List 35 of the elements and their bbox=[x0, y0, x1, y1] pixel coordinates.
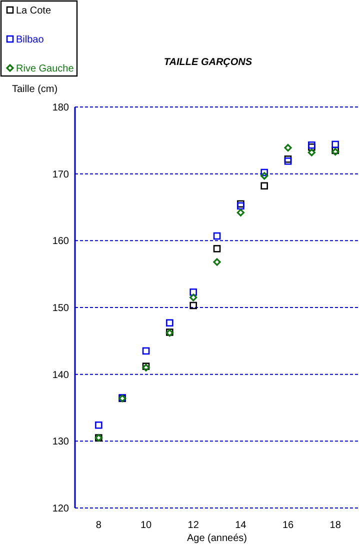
point bbox=[260, 182, 268, 190]
point bbox=[190, 302, 197, 310]
point bbox=[213, 245, 221, 252]
point bbox=[166, 319, 174, 327]
y-tick-label: 160 bbox=[52, 236, 70, 248]
x-tick-label: 8 bbox=[96, 520, 102, 531]
y-tick-label: 150 bbox=[52, 303, 70, 314]
point bbox=[190, 294, 198, 302]
y-tick-label: 130 bbox=[52, 436, 70, 448]
point bbox=[142, 347, 150, 355]
x-tick-label: 16 bbox=[282, 520, 294, 531]
x-tick-label: 14 bbox=[235, 520, 247, 531]
x-tick-label: 12 bbox=[188, 520, 200, 531]
point bbox=[236, 208, 244, 216]
point bbox=[213, 258, 221, 266]
x-tick-label: 18 bbox=[330, 520, 342, 531]
y-tick-label: 180 bbox=[52, 102, 70, 114]
point bbox=[284, 144, 292, 152]
legend-label: Rive Gauche bbox=[16, 64, 74, 74]
y-tick-label: 140 bbox=[52, 370, 70, 381]
legend-label: Bilbao bbox=[16, 34, 44, 46]
chart-title: TAILLE GARÇONS bbox=[164, 57, 252, 68]
x-axis-title: Age (anneés) bbox=[186, 533, 248, 544]
y-tick-label: 170 bbox=[52, 169, 70, 180]
y-axis-title: Taille (cm) bbox=[12, 84, 58, 95]
point bbox=[190, 288, 197, 296]
point bbox=[332, 140, 339, 148]
x-tick-label: 10 bbox=[140, 520, 152, 531]
legend-label: La Cote bbox=[16, 6, 52, 16]
point bbox=[260, 172, 268, 180]
y-tick-label: 120 bbox=[52, 504, 70, 514]
point bbox=[95, 421, 102, 429]
point bbox=[308, 148, 316, 156]
point bbox=[213, 232, 221, 240]
point bbox=[260, 168, 268, 176]
